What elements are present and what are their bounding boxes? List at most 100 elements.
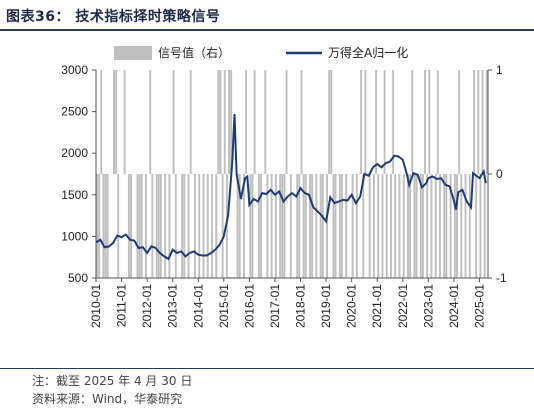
signal-bar [102,174,105,278]
signal-bar [117,174,120,278]
signal-bar [428,70,431,174]
signal-bar [183,174,186,278]
signal-bar [394,174,397,278]
signal-bar [421,174,424,278]
x-tick-label: 2012-01 [140,284,154,328]
signal-bar [245,70,248,174]
x-tick-label: 2014-01 [191,284,205,328]
signal-bar [113,70,115,174]
signal-bar [409,174,412,278]
x-tick-label: 2018-01 [294,284,308,328]
signal-bar [189,70,192,174]
x-tick-label: 2023-01 [421,284,435,328]
signal-bar [483,174,486,278]
signal-bar [298,174,301,278]
signal-bar [285,70,288,174]
signal-bar [243,174,245,278]
x-tick-label: 2025-01 [472,284,486,328]
x-tick-label: 2024-01 [447,284,461,328]
signal-bar [424,70,427,174]
signal-bar [402,174,405,278]
signal-bar [238,174,241,278]
signal-bar [253,70,256,174]
x-tick-label: 2015-01 [217,284,231,328]
signal-bar [362,174,365,278]
signal-bar [115,70,118,174]
signal-bar [426,174,429,278]
signal-bar [149,70,152,174]
signal-bar [281,174,284,278]
signal-bar [219,70,222,174]
y-left-tick-label: 2000 [61,146,88,160]
signal-bar [326,174,329,278]
signal-bar [251,174,254,278]
signal-bar [279,174,282,278]
signal-bar [123,70,126,174]
signal-bar [100,70,103,174]
signal-bar [174,174,177,278]
footer-divider [0,368,534,369]
y-left-tick-label: 3000 [61,63,88,77]
y-left-tick-label: 1000 [61,229,88,243]
signal-bar [194,174,196,278]
figure-title: 图表36： 技术指标择时策略信号 [6,9,221,25]
signal-bar [260,174,262,278]
signal-bar [341,174,343,278]
signal-bar [215,174,218,278]
x-tick-label: 2010-01 [89,284,103,328]
signal-bar [206,174,209,278]
signal-bar [338,174,341,278]
signal-bar [202,174,205,278]
signal-bar [443,174,446,278]
signal-bar [236,174,239,278]
signal-bar [368,174,371,278]
signal-bar [434,174,437,278]
signal-bar [106,174,109,278]
signal-bar [364,70,367,174]
y-left-tick-label: 1500 [61,188,88,202]
signal-bar [304,174,307,278]
signal-bar [464,174,467,278]
signal-bar [96,174,98,278]
signal-bar [385,174,388,278]
signal-bar [332,174,335,278]
signal-bar [309,174,311,278]
axes: 3000 2500 2000 1500 1000 500 1 0 -1 2010-01 2011-0… [61,63,507,328]
signal-bar [430,174,433,278]
signal-bar [198,174,201,278]
signal-bar [315,174,318,278]
signal-bar [381,174,384,278]
signal-bar [460,174,463,278]
signal-bar [181,174,184,278]
signal-bar [468,174,471,278]
signal-bar [151,174,154,278]
signal-bar [221,174,224,278]
legend-signal-swatch [114,46,152,60]
signal-bar [456,174,458,278]
signal-bar [445,174,448,278]
signal-bar [439,174,441,278]
signal-bar [473,70,476,174]
signal-bar [345,174,348,278]
source-note: 资料来源：Wind，华泰研究 [32,392,183,406]
signal-bar [98,174,101,278]
signal-bar [159,174,162,278]
signal-bar [300,70,303,174]
signal-bar [475,174,478,278]
x-tick-label: 2022-01 [396,284,410,328]
title-divider [0,29,534,31]
signal-bars [96,70,488,278]
signal-bar [228,70,231,174]
signal-bar [289,174,292,278]
signal-bar [321,174,324,278]
y-left-tick-label: 500 [68,271,88,285]
signal-bar [398,174,401,278]
signal-bar [477,70,480,174]
signal-bar [211,174,213,278]
signal-bar [138,174,141,278]
signal-bar [140,174,143,278]
signal-bar [311,174,314,278]
signal-bar [413,174,416,278]
signal-bar [172,70,175,174]
signal-bar [436,70,439,174]
